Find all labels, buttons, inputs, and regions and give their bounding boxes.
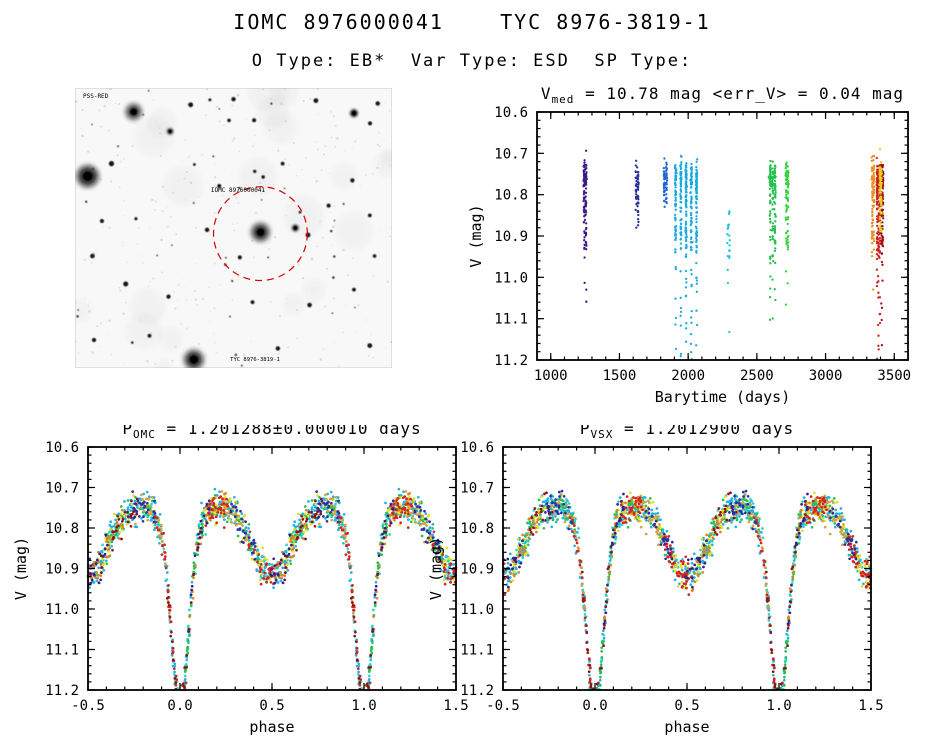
- x-tick-label: 1.5: [858, 698, 883, 714]
- chart-annotation-center: IOMC 8976000041: [211, 187, 266, 194]
- x-axis-label: phase: [664, 718, 709, 736]
- scatter-points: [86, 487, 458, 692]
- y-tick-label: 11.0: [460, 602, 494, 618]
- phase-folded-plot-vsx: -0.5 0.0 0.5 1.0 1.5 10.6 10.7 10.8 10.9 11.0 11.1…: [427, 425, 884, 736]
- chart-annotation-bottom: TYC 8976-3819-1: [230, 357, 280, 363]
- y-tick-label: 10.8: [460, 521, 494, 537]
- x-tick-label: 1.0: [766, 698, 791, 714]
- x-tick-label: -0.5: [71, 698, 105, 714]
- sky-noise: [75, 88, 392, 367]
- star-field: [76, 89, 380, 368]
- y-tick-label: 11.1: [45, 643, 79, 659]
- y-tick-label: 10.7: [460, 481, 494, 497]
- x-tick-label: 0.0: [167, 698, 192, 714]
- scatter-points: [582, 148, 885, 361]
- y-axis-label: V (mag): [12, 537, 30, 600]
- x-tick-label: 3000: [809, 368, 843, 384]
- y-tick-label: 10.6: [45, 440, 79, 456]
- plot-axes: 1000 1500 2000 2500 3000 3500 10.6 10.7 10.8 10.9…: [467, 84, 911, 406]
- scatter-points: [501, 489, 873, 691]
- x-tick-label: 2000: [671, 368, 705, 384]
- plot-frame: [536, 111, 909, 361]
- plot-title: Vmed = 10.78 mag <err_V> = 0.04 mag: [541, 84, 904, 106]
- x-axis-label: Barytime (days): [655, 388, 790, 406]
- page-subtitle: O Type: EB* Var Type: ESD SP Type:: [251, 51, 693, 71]
- page-title: IOMC 8976000041 TYC 8976-3819-1: [233, 10, 711, 34]
- x-tick-label: 2500: [740, 368, 774, 384]
- y-tick-label: 11.1: [460, 643, 494, 659]
- chart-annotation-top-left: PSS-RED: [83, 93, 109, 100]
- y-tick-label: 11.1: [494, 312, 528, 328]
- y-tick-label: 10.8: [494, 188, 528, 204]
- x-tick-label: 1000: [534, 368, 568, 384]
- phase-folded-plot-omc: -0.5 0.0 0.5 1.0 1.5 10.6 10.7 10.8 10.9 11.0 11.1…: [12, 425, 469, 736]
- y-tick-label: 10.9: [45, 562, 79, 578]
- y-tick-label: 11.2: [45, 683, 79, 699]
- x-tick-label: -0.5: [486, 698, 520, 714]
- x-axis-label: phase: [249, 718, 294, 736]
- x-tick-label: 0.5: [674, 698, 699, 714]
- plot-axes: -0.5 0.0 0.5 1.0 1.5 10.6 10.7 10.8 10.9 11.0 11.1…: [427, 425, 884, 736]
- y-tick-label: 10.7: [494, 146, 528, 162]
- x-tick-label: 1.5: [443, 698, 468, 714]
- y-tick-label: 10.7: [45, 481, 79, 497]
- y-tick-label: 11.2: [460, 683, 494, 699]
- y-tick-label: 11.0: [494, 270, 528, 286]
- finding-chart-background: [75, 88, 392, 368]
- plot-title: PVSX = 1.2012900 days: [580, 425, 794, 441]
- x-tick-label: 1.0: [351, 698, 376, 714]
- x-tick-label: 1500: [603, 368, 637, 384]
- target-circle: [212, 186, 308, 282]
- y-tick-label: 10.8: [45, 521, 79, 537]
- x-tick-label: 3500: [877, 368, 911, 384]
- y-tick-label: 11.2: [494, 353, 528, 369]
- x-tick-label: 0.5: [259, 698, 284, 714]
- plot-axes: -0.5 0.0 0.5 1.0 1.5 10.6 10.7 10.8 10.9 11.0 11.1…: [12, 425, 469, 736]
- y-tick-label: 10.6: [460, 440, 494, 456]
- finding-chart-image: PSS-RED IOMC 8976000041 TYC 8976-3819-1: [75, 88, 392, 368]
- y-tick-label: 11.0: [45, 602, 79, 618]
- plot-title: POMC = 1.201288±0.000010 days: [122, 425, 421, 441]
- y-axis-label: V (mag): [467, 204, 485, 267]
- x-tick-label: 0.0: [582, 698, 607, 714]
- y-axis-label: V (mag): [427, 537, 445, 600]
- y-tick-label: 10.9: [494, 229, 528, 245]
- y-tick-label: 10.6: [494, 105, 528, 121]
- y-tick-label: 10.9: [460, 562, 494, 578]
- lightcurve-time-plot: 1000 1500 2000 2500 3000 3500 10.6 10.7 10.8 10.9…: [467, 84, 911, 406]
